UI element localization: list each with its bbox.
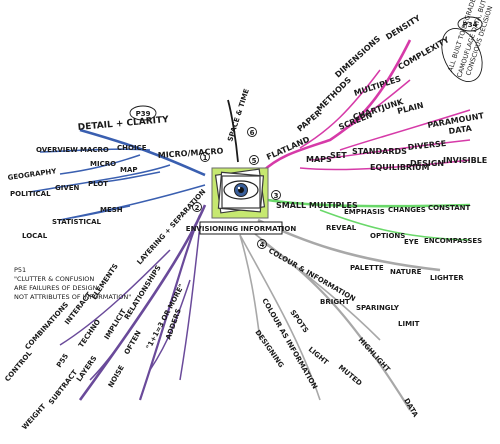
cl-word-5: LIMIT — [398, 320, 420, 328]
mm-word-9: MAP — [120, 166, 138, 174]
micro-macro-lines — [29, 128, 206, 221]
space-time-root: SPACE & TIME — [226, 88, 251, 143]
colour-lines — [239, 218, 441, 411]
branch-numbers — [192, 127, 281, 249]
colour-root: COLOUR & INFORMATION — [267, 247, 357, 303]
note-line-2: ARE FAILURES OF DESIGN — [14, 284, 98, 292]
fl-word-16: DESIGN — [410, 159, 444, 168]
fl-word-3: DENSITY — [384, 13, 422, 41]
sm-word-3: REVEAL — [326, 224, 357, 232]
fl-word-11: STANDARDS — [352, 147, 407, 156]
ly-word-5: P55 — [55, 352, 70, 369]
ly-word-11: NOISE — [107, 364, 126, 389]
mm-word-10: LOCAL — [22, 232, 48, 240]
cl-word-11: HIGHLIGHT — [357, 336, 392, 374]
sm-word-6: ENCOMPASSES — [424, 237, 482, 245]
layering-lines — [59, 204, 207, 401]
sm-word-0: EMPHASIS — [344, 208, 385, 216]
central-eye-image — [211, 167, 269, 219]
branch-number-flatland: 5 — [252, 157, 257, 165]
cl-word-10: MUTED — [337, 363, 364, 387]
layering-note: P51 "CLUTTER & CONFUSION ARE FAILURES OF… — [14, 266, 131, 301]
mm-word-5: GEOGRAPHY — [7, 167, 58, 182]
mm-word-12: MESH — [100, 206, 123, 214]
sm-word-1: CHANGES — [388, 206, 426, 214]
mm-word-6: POLITICAL — [10, 190, 51, 198]
note-line-3: NOT ATTRIBUTES OF INFORMATION" — [14, 293, 131, 301]
cl-word-1: NATURE — [390, 268, 422, 276]
ly-word-9: SUBTRACT — [47, 368, 79, 406]
branch-number-space-time: 6 — [250, 129, 255, 137]
page-ref-p34-ring — [457, 16, 483, 32]
mm-word-11: STATISTICAL — [52, 218, 102, 226]
mm-word-7: GIVEN — [55, 184, 80, 192]
mm-word-8: PLOT — [88, 180, 108, 188]
cl-word-12: DATA — [402, 397, 419, 419]
page-ref-p34: P34 — [463, 21, 478, 29]
mm-word-2: MACRO — [80, 146, 109, 154]
cl-word-9: LIGHT — [307, 345, 330, 366]
ly-word-0: CONTROL — [3, 349, 34, 383]
ly-word-12: OFTEN — [123, 329, 143, 356]
cl-word-4: SPARINGLY — [356, 304, 400, 312]
mm-word-1: OVERVIEW — [36, 146, 78, 154]
mm-word-0: DETAIL + CLARITY — [77, 115, 169, 133]
ly-word-6: TECHNO — [77, 318, 102, 349]
note-line-1: "CLUTTER & CONFUSION — [14, 275, 94, 283]
fl-word-12: DIVERSE — [407, 139, 446, 152]
sm-word-4: OPTIONS — [370, 232, 405, 240]
center-label-box — [199, 221, 283, 235]
page-ref-p39: P39 — [136, 110, 151, 118]
fl-word-2: DIMENSIONS — [333, 34, 382, 79]
cl-word-3: BRIGHT — [320, 298, 350, 306]
ly-word-8: WEIGHT — [21, 402, 48, 431]
flatland-lines — [261, 39, 471, 173]
fl-word-15: EQUILIBRIUM — [370, 163, 430, 172]
fl-word-17: INVISIBLE — [443, 156, 487, 165]
cl-word-2: LIGHTER — [430, 274, 464, 282]
mm-word-3: CHOICE — [117, 144, 147, 152]
branch-number-colour: 4 — [260, 241, 265, 249]
micro-macro-root: MICRO/MACRO — [158, 146, 224, 160]
sm-word-2: CONSTANT — [428, 204, 470, 212]
branch-number-small-multiples: 3 — [274, 192, 279, 200]
fl-word-9: MAPS — [306, 155, 332, 164]
page-ref-p39-ring — [129, 105, 157, 121]
fl-word-13: DATA — [448, 124, 473, 136]
fl-word-10: SET — [330, 151, 347, 160]
branch-number-micro-macro: 1 — [203, 154, 208, 162]
small-multiples-root: SMALL MULTIPLES — [276, 201, 358, 210]
space-time-line — [227, 99, 239, 163]
note-line-0: P51 — [14, 266, 26, 274]
mm-word-4: MICRO — [90, 160, 116, 168]
fl-word-1: METHODS — [315, 75, 353, 113]
center-label: ENVISIONING INFORMATION — [186, 225, 297, 233]
sm-word-5: EYE — [404, 238, 419, 246]
branch-number-layering: 2 — [195, 204, 200, 212]
small-multiples-lines — [267, 198, 471, 241]
cl-word-0: PALETTE — [350, 264, 384, 272]
